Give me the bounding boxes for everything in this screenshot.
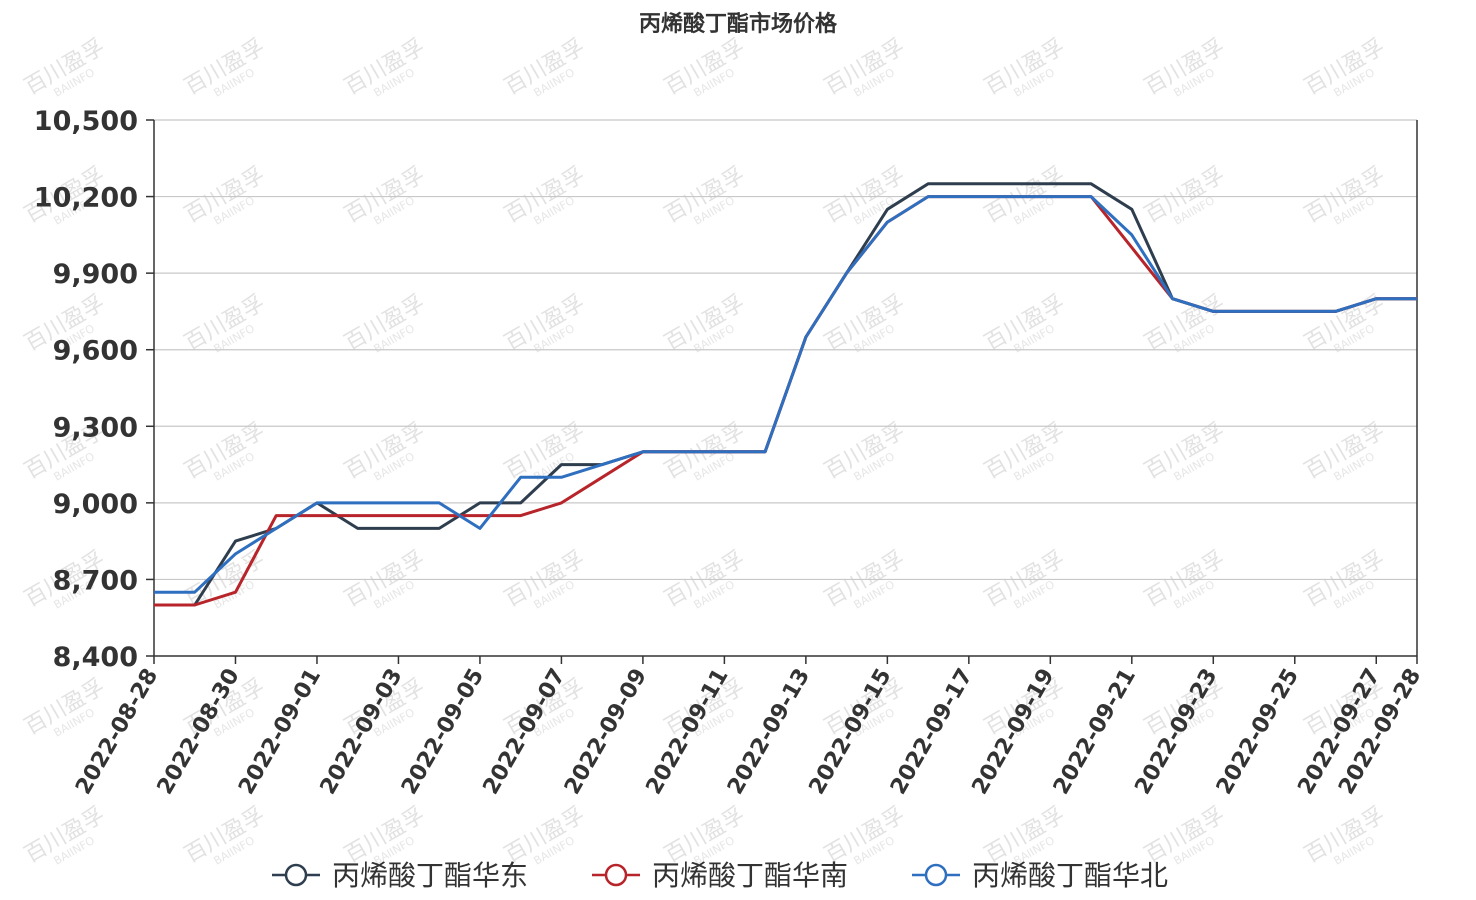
x-tick-label: 2022-09-07 — [479, 665, 571, 799]
legend: 丙烯酸丁酯华东 丙烯酸丁酯华南 丙烯酸丁酯华北 — [272, 859, 1168, 892]
y-tick-label: 8,400 — [53, 642, 138, 673]
y-tick-label: 9,600 — [53, 336, 138, 367]
y-tick-label: 9,900 — [53, 259, 138, 290]
legend-item[interactable]: 丙烯酸丁酯华南 — [592, 859, 848, 892]
legend-label: 丙烯酸丁酯华北 — [972, 859, 1168, 892]
x-tick-label: 2022-09-23 — [1130, 665, 1222, 799]
x-tick-label: 2022-09-21 — [1049, 665, 1141, 799]
legend-label: 丙烯酸丁酯华南 — [652, 859, 848, 892]
legend-marker-icon — [284, 863, 308, 887]
x-tick-label: 2022-09-15 — [805, 665, 897, 799]
x-tick-label: 2022-09-03 — [316, 665, 408, 799]
y-tick-label: 10,200 — [34, 183, 138, 214]
legend-label: 丙烯酸丁酯华东 — [332, 859, 528, 892]
series-lines — [154, 182, 1417, 607]
y-tick-label: 9,300 — [53, 412, 138, 443]
y-tick-label: 10,500 — [34, 106, 138, 137]
legend-marker-icon — [924, 863, 948, 887]
x-tick-label: 2022-09-19 — [968, 665, 1060, 799]
legend-marker-icon — [604, 863, 628, 887]
y-tick-label: 8,700 — [53, 565, 138, 596]
chart-title: 丙烯酸丁酯市场价格 — [638, 12, 837, 37]
series-line — [154, 195, 1417, 607]
y-tick-label: 9,000 — [53, 489, 138, 520]
x-tick-label: 2022-09-11 — [642, 665, 734, 799]
legend-item[interactable]: 丙烯酸丁酯华东 — [272, 859, 528, 892]
x-tick-label: 2022-09-25 — [1212, 665, 1304, 799]
series-line — [154, 195, 1417, 594]
grid-lines — [154, 119, 1417, 581]
legend-item[interactable]: 丙烯酸丁酯华北 — [912, 859, 1168, 892]
